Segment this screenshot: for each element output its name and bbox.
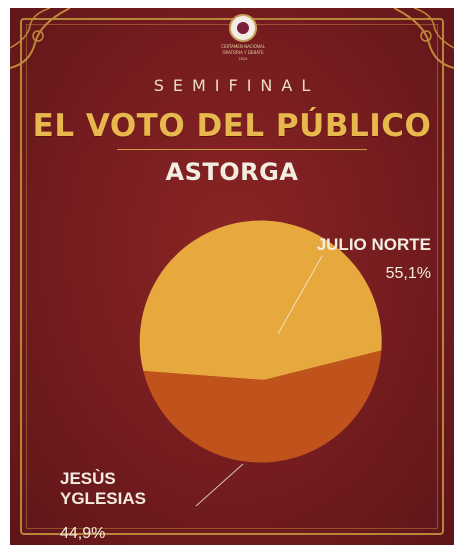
poster: CERTAMEN NACIONAL ORATORIA Y DEBATE 2024… (10, 8, 454, 545)
corner-ornament-top-left (10, 8, 71, 69)
slice-value-label-1: 44,9% (60, 525, 105, 542)
pie-slice-jesus-yglesias (143, 350, 382, 463)
leader-line-0 (277, 255, 323, 335)
corner-ornament-top-right (393, 8, 454, 69)
slice-label-1-line-1: YGLESIAS (60, 489, 146, 508)
title-divider (117, 149, 367, 150)
logo-caption-line-1: CERTAMEN NACIONAL (221, 44, 265, 49)
slice-label-0-line-0: JULIO NORTE (317, 235, 431, 254)
location-heading: ASTORGA (165, 158, 299, 186)
leader-line-1 (195, 463, 244, 507)
logo-caption-line-2: ORATORIA Y DEBATE (222, 50, 264, 55)
contest-logo-icon (229, 14, 257, 42)
page-subtitle: SEMIFINAL (153, 76, 320, 95)
slice-value-label-0: 55,1% (386, 265, 431, 282)
slice-label-1-line-0: JESÙS (60, 469, 116, 488)
pie-slice-julio-norte (139, 220, 382, 380)
page-title: EL VOTO DEL PÚBLICO (32, 108, 432, 144)
logo-caption-line-3: 2024 (238, 57, 248, 61)
